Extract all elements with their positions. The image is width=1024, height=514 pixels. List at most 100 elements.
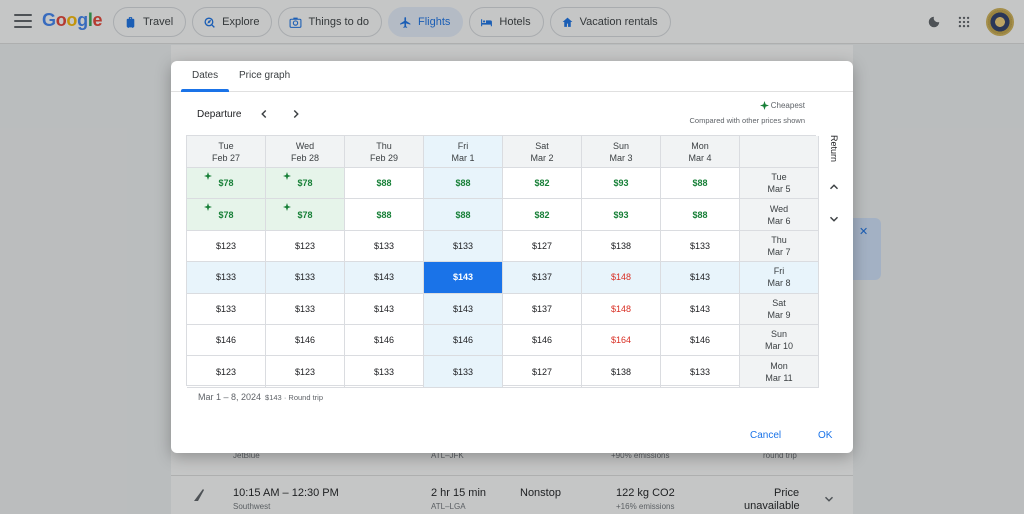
column-day: Fri	[457, 140, 469, 151]
departure-column-header: Sun Mar 3	[582, 136, 661, 168]
price-cell[interactable]: $133	[424, 356, 503, 388]
price-cell[interactable]: $146	[503, 325, 582, 357]
chevron-up-icon[interactable]	[827, 180, 841, 194]
ok-button[interactable]: OK	[818, 430, 833, 441]
price-cell[interactable]: $137	[503, 262, 582, 294]
price-cell[interactable]: $143	[424, 293, 503, 325]
price-cell[interactable]: $164	[582, 325, 661, 357]
price-cell[interactable]: $88	[424, 199, 503, 231]
price-cell[interactable]: $133	[661, 356, 740, 388]
tab-travel[interactable]: Travel	[113, 7, 187, 37]
price-value: $133	[689, 366, 711, 377]
price-cell[interactable]: $127	[503, 356, 582, 388]
chevron-down-icon[interactable]	[827, 212, 841, 226]
price-cell[interactable]: $78	[187, 168, 266, 200]
tab-dates[interactable]: Dates	[192, 70, 219, 81]
price-cell[interactable]: $133	[345, 356, 424, 388]
cancel-button[interactable]: Cancel	[750, 430, 782, 441]
price-cell[interactable]: $82	[503, 199, 582, 231]
price-cell[interactable]: $93	[582, 168, 661, 200]
price-cell[interactable]: $78	[187, 199, 266, 231]
chevron-right-icon[interactable]	[289, 107, 303, 121]
price-cell[interactable]: $133	[187, 262, 266, 294]
price-cell[interactable]: $82	[503, 168, 582, 200]
price-value: $133	[689, 240, 711, 251]
price-cell[interactable]: $146	[345, 325, 424, 357]
tab-explore[interactable]: Explore	[192, 7, 273, 37]
price-value: $143	[452, 303, 474, 314]
expand-chevron-icon[interactable]	[822, 492, 836, 506]
price-cell[interactable]: $143	[661, 293, 740, 325]
price-value: $133	[294, 272, 316, 283]
tab-hotels[interactable]: Hotels	[469, 7, 544, 37]
price-cell[interactable]: $146	[187, 325, 266, 357]
price-cell[interactable]: $133	[266, 293, 345, 325]
price-cell[interactable]: $127	[503, 230, 582, 263]
menu-icon[interactable]	[14, 12, 32, 30]
price-cell[interactable]: $138	[582, 230, 661, 263]
departure-column-header: Sat Mar 2	[503, 136, 582, 168]
price-cell[interactable]: $138	[582, 356, 661, 388]
price-cell[interactable]: $133	[187, 293, 266, 325]
row2-route: ATL–LGA	[431, 502, 466, 511]
price-cell[interactable]: $133	[266, 262, 345, 294]
price-cell[interactable]: $88	[661, 168, 740, 200]
price-cell[interactable]: $137	[503, 293, 582, 325]
price-value: $88	[455, 209, 471, 220]
row-date: Mar 6	[767, 215, 791, 226]
price-cell[interactable]: $133	[424, 230, 503, 263]
price-cell[interactable]: $123	[266, 356, 345, 388]
close-icon[interactable]: ✕	[859, 226, 869, 238]
tab-price-graph[interactable]: Price graph	[239, 70, 291, 81]
price-cell[interactable]: $78	[266, 168, 345, 200]
price-cell[interactable]: $93	[582, 199, 661, 231]
chevron-left-icon[interactable]	[257, 107, 271, 121]
price-cell[interactable]: $133	[661, 230, 740, 263]
price-cell[interactable]: $88	[345, 168, 424, 200]
dark-mode-icon[interactable]	[926, 14, 942, 30]
price-cell[interactable]: $143	[345, 262, 424, 294]
column-day: Sun	[612, 140, 629, 151]
account-avatar[interactable]	[986, 8, 1014, 36]
legend-cheapest: Cheapest	[759, 101, 805, 110]
price-value: $88	[692, 209, 708, 220]
row-date: Mar 9	[767, 309, 791, 320]
price-cell[interactable]: $146	[661, 325, 740, 357]
price-value: $82	[534, 178, 550, 189]
row-day: Tue	[771, 172, 787, 183]
column-day: Thu	[376, 140, 392, 151]
price-cell[interactable]: $148	[582, 293, 661, 325]
departure-column-header: Tue Feb 27	[187, 136, 266, 168]
tab-vacation-rentals[interactable]: Vacation rentals	[549, 7, 671, 37]
google-logo[interactable]: Google	[42, 10, 103, 30]
column-day: Mon	[691, 140, 709, 151]
price-value: $123	[294, 366, 316, 377]
price-value: $123	[294, 240, 316, 251]
price-cell[interactable]: $123	[187, 230, 266, 263]
row2-stops: Nonstop	[520, 487, 561, 499]
price-cell[interactable]: $88	[661, 199, 740, 231]
price-cell[interactable]: $88	[345, 199, 424, 231]
price-cell[interactable]: $123	[187, 356, 266, 388]
price-cell[interactable]: $133	[345, 230, 424, 263]
summary-dates: Mar 1 – 8, 2024	[198, 392, 262, 402]
price-cell[interactable]: $143	[345, 293, 424, 325]
price-cell[interactable]: $78	[266, 199, 345, 231]
flight-icon	[400, 16, 411, 28]
price-value: $146	[452, 335, 474, 346]
price-cell[interactable]: $123	[266, 230, 345, 263]
sparkle-icon	[204, 203, 212, 212]
row-day: Fri	[773, 266, 785, 277]
price-value: $146	[294, 335, 316, 346]
price-cell[interactable]: $148	[582, 262, 661, 294]
return-row-header: Thu Mar 7	[740, 230, 819, 263]
row-day: Sun	[770, 329, 787, 340]
price-cell[interactable]: $146	[424, 325, 503, 357]
price-cell[interactable]: $143	[424, 262, 503, 294]
apps-grid-icon[interactable]	[956, 14, 972, 30]
price-cell[interactable]: $88	[424, 168, 503, 200]
tab-flights[interactable]: Flights	[388, 7, 464, 37]
price-cell[interactable]: $146	[266, 325, 345, 357]
price-cell[interactable]: $143	[661, 262, 740, 294]
tab-things-to-do[interactable]: Things to do	[278, 7, 382, 37]
